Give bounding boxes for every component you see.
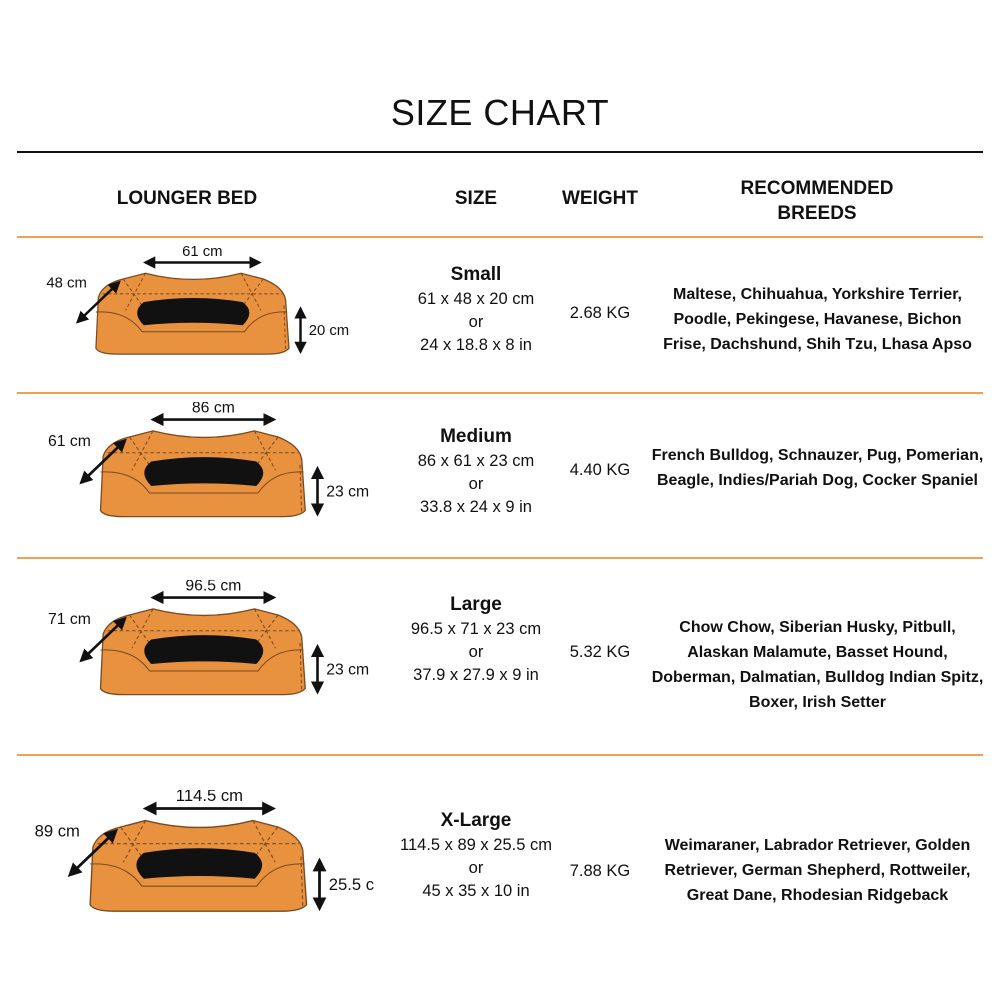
bed-illustration: 86 cm 61 cm 23 cm [48, 400, 369, 518]
size-dims-cm: 86 x 61 x 23 cm [417, 452, 535, 470]
bed-image: 114.5 cm 89 cm 25.5 cm [5, 786, 388, 925]
height-label: 23 cm [326, 484, 369, 501]
row-divider [17, 754, 983, 756]
size-name: Large [450, 594, 502, 615]
weight-value: 4.40 KG [569, 461, 631, 479]
size-cell: Medium 86 x 61 x 23 cm or 33.8 x 24 x 9 in [396, 424, 556, 519]
size-cell: X-Large 114.5 x 89 x 25.5 cm or 45 x 35 x 1… [396, 808, 556, 903]
depth-label: 71 cm [48, 611, 91, 628]
size-dims-in: 45 x 35 x 10 in [422, 882, 530, 900]
size-dims-cm: 114.5 x 89 x 25.5 cm [400, 836, 552, 854]
recommended-breeds: French Bulldog, Schnauzer, Pug, Pomerian… [651, 447, 984, 489]
page-title: SIZE CHART [390, 92, 610, 133]
weight-value: 7.88 KG [569, 862, 631, 880]
size-cell: Large 96.5 x 71 x 23 cm or 37.9 x 27.9 x 9 … [396, 592, 556, 687]
bed-illustration: 96.5 cm 71 cm 23 cm [48, 578, 369, 696]
header-divider [17, 151, 983, 153]
depth-label: 61 cm [48, 433, 91, 450]
size-dims-in: 24 x 18.8 x 8 in [420, 336, 532, 354]
size-dims-in: 33.8 x 24 x 9 in [420, 498, 532, 516]
row-divider [17, 392, 983, 394]
size-dims-cm: 61 x 48 x 20 cm [417, 290, 535, 308]
depth-label: 48 cm [46, 275, 86, 291]
size-dims-cm: 96.5 x 71 x 23 cm [410, 620, 542, 638]
bed-image: 96.5 cm 71 cm 23 cm [20, 578, 370, 708]
size-or: or [468, 313, 484, 331]
size-or: or [468, 475, 484, 493]
size-cell: Small 61 x 48 x 20 cm or 24 x 18.8 x 8 in [396, 262, 556, 357]
bed-cushion [144, 635, 264, 664]
depth-label: 89 cm [35, 821, 80, 840]
recommended-breeds: Weimaraner, Labrador Retriever, Golden R… [664, 837, 971, 904]
header-weight: WEIGHT [562, 188, 638, 209]
recommended-breeds: Maltese, Chihuahua, Yorkshire Terrier, P… [663, 286, 972, 353]
header-lounger-bed: LOUNGER BED [116, 188, 258, 209]
size-name: Medium [440, 426, 512, 447]
row-divider [17, 236, 983, 238]
header-breeds: RECOMMENDED BREEDS [740, 178, 894, 224]
recommended-breeds: Chow Chow, Siberian Husky, Pitbull, Alas… [651, 619, 984, 711]
bed-cushion [137, 297, 250, 326]
bed-image: 86 cm 61 cm 23 cm [20, 400, 370, 530]
width-label: 96.5 cm [185, 580, 241, 595]
size-dims-in: 37.9 x 27.9 x 9 in [413, 666, 539, 684]
bed-illustration: 114.5 cm 89 cm 25.5 cm [35, 786, 388, 912]
bed-illustration: 61 cm 48 cm 20 cm [46, 244, 349, 355]
bed-cushion [136, 848, 263, 879]
size-name: X-Large [440, 810, 512, 831]
width-label: 61 cm [182, 246, 222, 260]
bed-cushion [144, 457, 264, 486]
size-or: or [468, 859, 484, 877]
size-or: or [468, 643, 484, 661]
weight-value: 5.32 KG [569, 643, 631, 661]
height-label: 20 cm [309, 323, 349, 339]
height-label: 25.5 cm [329, 875, 375, 894]
depth-arrow [79, 616, 127, 663]
depth-arrow [79, 438, 127, 485]
header-size: SIZE [454, 188, 498, 209]
size-name: Small [450, 264, 502, 285]
depth-arrow [75, 280, 121, 324]
height-label: 23 cm [326, 662, 369, 679]
width-label: 86 cm [192, 402, 235, 417]
weight-value: 2.68 KG [569, 304, 631, 322]
bed-image: 61 cm 48 cm 20 cm [20, 244, 350, 367]
row-divider [17, 557, 983, 559]
width-label: 114.5 cm [176, 790, 243, 805]
depth-arrow [67, 828, 119, 878]
